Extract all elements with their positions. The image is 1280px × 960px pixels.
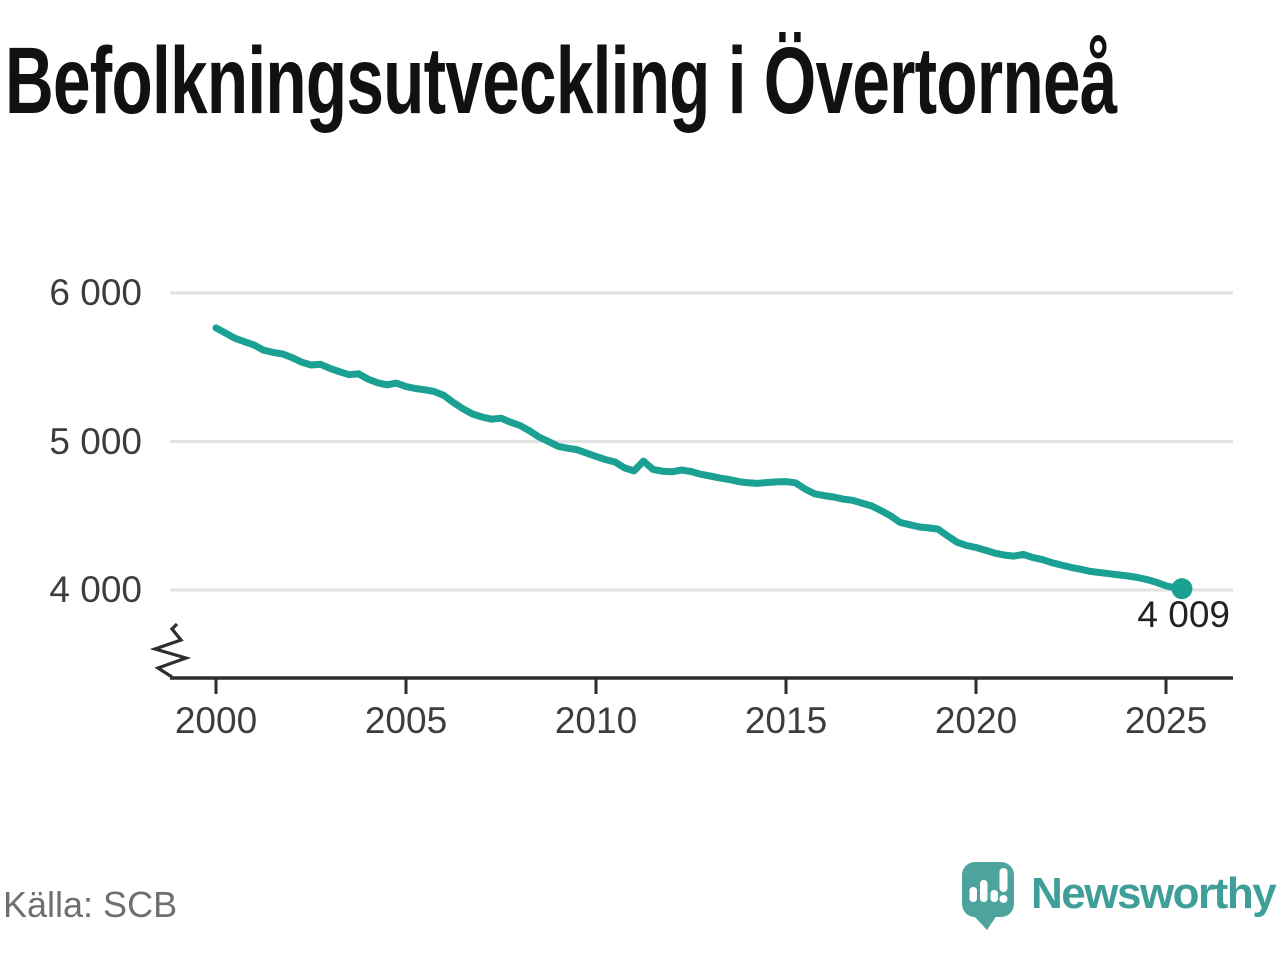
x-axis-ticks — [214, 679, 1168, 694]
y-tick-label: 4 000 — [49, 569, 142, 610]
source-label: Källa: SCB — [3, 884, 178, 925]
y-tick-label: 6 000 — [49, 272, 142, 313]
x-tick-label: 2005 — [364, 700, 448, 741]
x-tick-label: 2000 — [174, 700, 258, 741]
x-tick-label: 2025 — [1124, 700, 1208, 741]
end-value-label: 4 009 — [1137, 594, 1230, 635]
chart-title: Befolkningsutveckling i Övertorneå — [5, 28, 1117, 134]
x-tick-label: 2020 — [934, 700, 1018, 741]
bar-chart-speech-bubble-icon — [962, 862, 1014, 930]
newsworthy-logo-text: Newsworthy — [1031, 869, 1277, 918]
x-tick-label: 2010 — [554, 700, 638, 741]
y-tick-label: 5 000 — [49, 420, 142, 462]
gridlines — [170, 291, 1233, 592]
x-tick-label: 2015 — [744, 700, 828, 741]
y-axis-break-icon — [149, 622, 192, 679]
population-line — [212, 324, 1186, 593]
